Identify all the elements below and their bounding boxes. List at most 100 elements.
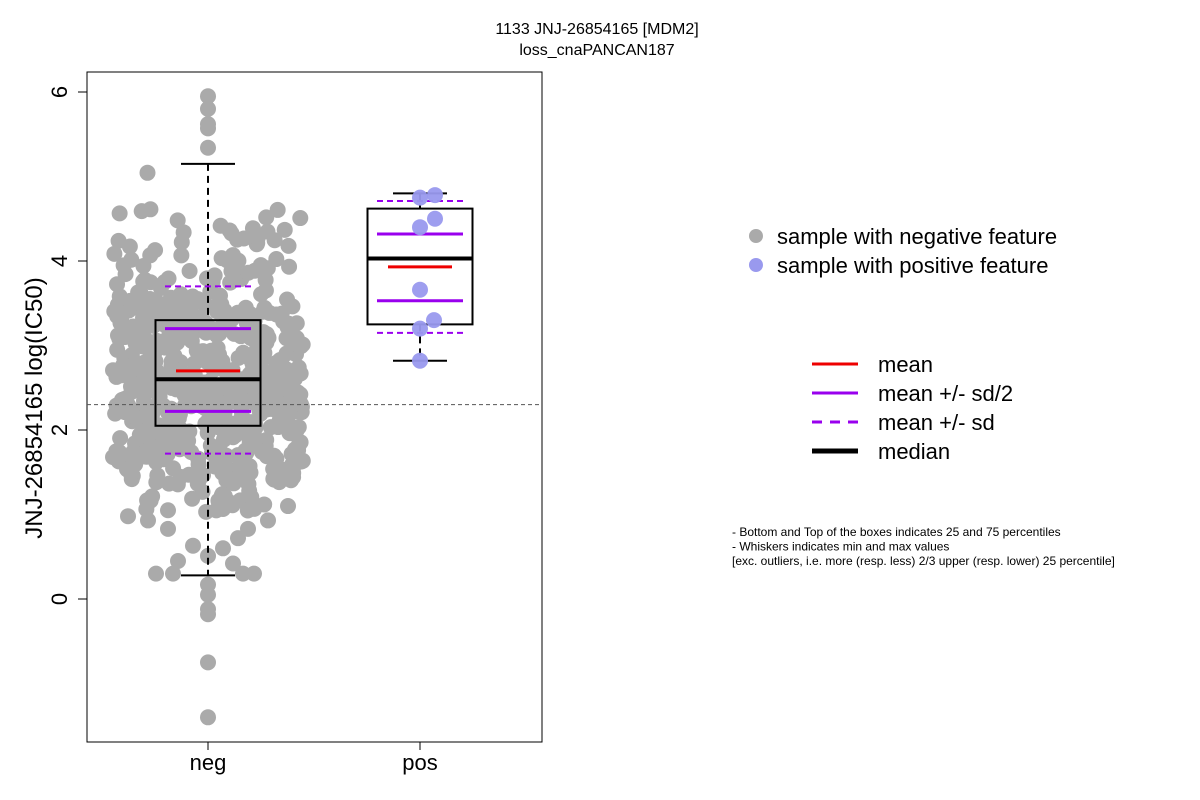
neg-sample-point	[260, 512, 276, 529]
neg-sample-point	[154, 333, 171, 350]
footnotes: - Bottom and Top of the boxes indicates …	[732, 525, 1115, 568]
legend-line-label: mean +/- sd	[878, 410, 995, 435]
neg-sample-point	[127, 323, 144, 340]
neg-sample-point	[149, 467, 166, 484]
neg-sample-point	[229, 470, 246, 487]
neg-sample-point	[255, 324, 272, 341]
neg-sample-point	[199, 400, 216, 417]
footnote-line: [exc. outliers, i.e. more (resp. less) 2…	[732, 554, 1115, 568]
neg-sample-point	[148, 565, 164, 582]
legend-line-label: median	[878, 439, 950, 464]
neg-sample-point	[197, 318, 214, 335]
neg-sample-point	[235, 565, 251, 582]
neg-sample-point	[183, 296, 200, 313]
neg-sample-point	[190, 388, 207, 405]
neg-outlier-point	[200, 88, 216, 105]
neg-sample-point	[141, 341, 158, 358]
plot-frame	[86, 71, 543, 743]
footnote-line: - Whiskers indicates min and max values	[732, 540, 949, 554]
neg-sample-point	[246, 391, 263, 408]
legend-line-label: mean	[878, 352, 933, 377]
neg-sample-point	[127, 456, 144, 473]
neg-sample-point	[161, 416, 178, 433]
neg-sample-point	[184, 490, 201, 507]
neg-sample-point	[284, 298, 301, 315]
neg-sample-point	[162, 308, 179, 325]
neg-sample-point	[139, 492, 156, 509]
neg-sample-point	[243, 489, 260, 506]
neg-sample-point	[171, 406, 188, 423]
neg-sample-point	[286, 370, 303, 387]
neg-sample-point	[237, 442, 254, 459]
neg-sample-point	[111, 444, 128, 461]
neg-sample-point	[200, 547, 216, 564]
neg-sample-point	[266, 232, 283, 249]
neg-sample-point	[170, 552, 186, 569]
neg-sample-point	[137, 422, 154, 439]
neg-sample-point	[160, 502, 176, 519]
neg-sample-point	[215, 431, 232, 448]
neg-sample-point	[225, 555, 241, 572]
neg-sample-point	[115, 257, 132, 274]
neg-sample-point	[280, 237, 297, 254]
neg-outlier-point	[200, 709, 216, 726]
neg-sample-point	[265, 460, 282, 477]
y-axis-label: JNJ-26854165 log(IC50)	[21, 277, 48, 538]
pos-sample-point	[412, 189, 428, 206]
neg-sample-point	[247, 429, 264, 446]
neg-sample-point	[167, 331, 184, 348]
neg-sample-point	[276, 221, 293, 238]
x-tick-label: neg	[190, 750, 227, 775]
neg-sample-point	[209, 340, 226, 357]
neg-sample-point	[242, 305, 259, 322]
neg-sample-point	[281, 258, 298, 275]
neg-sample-point	[206, 267, 223, 284]
neg-sample-point	[148, 445, 165, 462]
neg-sample-point	[163, 434, 180, 451]
neg-sample-point	[280, 498, 296, 515]
neg-sample-point	[125, 443, 142, 460]
neg-sample-point	[139, 164, 156, 181]
neg-sample-point	[156, 273, 173, 290]
neg-sample-point	[115, 357, 132, 374]
neg-sample-point	[258, 442, 275, 459]
x-tick-label: pos	[402, 750, 437, 775]
neg-sample-point	[173, 247, 190, 264]
neg-sample-point	[227, 415, 244, 432]
pos-sample-point	[412, 352, 428, 369]
neg-sample-point	[109, 341, 126, 358]
y-tick-label: 2	[47, 424, 72, 436]
neg-sample-point	[290, 436, 307, 453]
neg-sample-point	[240, 520, 256, 537]
neg-sample-point	[169, 212, 186, 229]
neg-sample-point	[212, 217, 229, 234]
neg-sample-point	[288, 336, 305, 353]
neg-sample-point	[258, 209, 275, 226]
neg-sample-point	[165, 565, 181, 582]
neg-sample-point	[259, 260, 276, 277]
neg-sample-point	[172, 286, 189, 303]
neg-sample-point	[175, 224, 192, 241]
neg-sample-point	[281, 424, 298, 441]
neg-sample-point	[269, 201, 286, 218]
neg-sample-point	[264, 374, 281, 391]
neg-sample-point	[214, 486, 231, 503]
neg-sample-point	[173, 377, 190, 394]
neg-sample-point	[203, 445, 220, 462]
footnote-line: - Bottom and Top of the boxes indicates …	[732, 525, 1061, 539]
legend-point-marker	[749, 229, 763, 243]
neg-sample-point	[185, 537, 201, 554]
neg-sample-point	[151, 388, 168, 405]
neg-sample-point	[112, 430, 129, 447]
neg-sample-point	[292, 210, 309, 227]
neg-sample-point	[246, 565, 262, 582]
neg-sample-point	[106, 303, 123, 320]
neg-sample-point	[166, 347, 183, 364]
neg-sample-point	[198, 503, 215, 520]
neg-sample-point	[181, 262, 198, 279]
neg-outlier-point	[200, 139, 216, 156]
neg-sample-point	[136, 271, 153, 288]
plot-area: 0 2 4 6 neg pos	[47, 71, 543, 775]
neg-sample-point	[202, 283, 219, 300]
neg-sample-point	[190, 472, 207, 489]
